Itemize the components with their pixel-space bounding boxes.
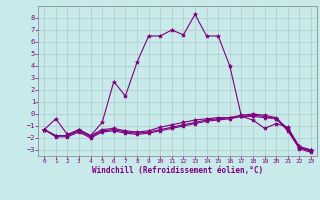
X-axis label: Windchill (Refroidissement éolien,°C): Windchill (Refroidissement éolien,°C): [92, 166, 263, 175]
